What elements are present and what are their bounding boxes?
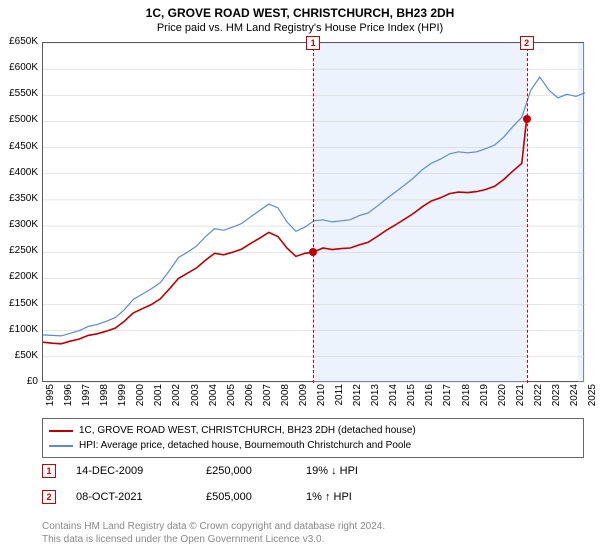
x-tick-label: 2022 xyxy=(533,384,544,414)
x-tick-label: 1998 xyxy=(99,384,110,414)
x-tick-label: 2025 xyxy=(587,384,598,414)
y-tick-label: £200K xyxy=(0,271,38,282)
x-tick-label: 2005 xyxy=(226,384,237,414)
legend-label: 1C, GROVE ROAD WEST, CHRISTCHURCH, BH23 … xyxy=(79,423,416,438)
x-tick-label: 2006 xyxy=(244,384,255,414)
y-tick-label: £500K xyxy=(0,114,38,125)
y-tick-label: £350K xyxy=(0,193,38,204)
x-tick-label: 2016 xyxy=(424,384,435,414)
chart-subtitle: Price paid vs. HM Land Registry's House … xyxy=(0,20,600,34)
x-tick-label: 2004 xyxy=(208,384,219,414)
x-tick-label: 2008 xyxy=(280,384,291,414)
legend-item: HPI: Average price, detached house, Bour… xyxy=(49,438,577,453)
x-tick-label: 2000 xyxy=(135,384,146,414)
arrow-up-icon: ↑ xyxy=(325,491,331,503)
x-tick-label: 2018 xyxy=(461,384,472,414)
x-tick-label: 1995 xyxy=(45,384,56,414)
x-tick-label: 2024 xyxy=(569,384,580,414)
x-tick-label: 2015 xyxy=(406,384,417,414)
legend-label: HPI: Average price, detached house, Bour… xyxy=(79,438,411,453)
y-tick-label: £300K xyxy=(0,219,38,230)
sale-diff: 19% ↓ HPI xyxy=(306,465,386,477)
sale-diff: 1% ↑ HPI xyxy=(306,491,386,503)
reference-marker: 2 xyxy=(520,36,534,50)
y-tick-label: £50K xyxy=(0,350,38,361)
y-tick-label: £100K xyxy=(0,324,38,335)
legend: 1C, GROVE ROAD WEST, CHRISTCHURCH, BH23 … xyxy=(42,418,584,458)
x-tick-label: 2020 xyxy=(497,384,508,414)
y-tick-label: £400K xyxy=(0,167,38,178)
x-tick-label: 2010 xyxy=(316,384,327,414)
x-tick-label: 1997 xyxy=(81,384,92,414)
reference-marker: 1 xyxy=(306,36,320,50)
sale-date: 08-OCT-2021 xyxy=(76,491,186,503)
x-tick-label: 2017 xyxy=(442,384,453,414)
sale-dot-icon xyxy=(309,248,317,256)
x-tick-label: 2014 xyxy=(388,384,399,414)
sale-date: 14-DEC-2009 xyxy=(76,465,186,477)
chart-container: 1C, GROVE ROAD WEST, CHRISTCHURCH, BH23 … xyxy=(0,0,600,560)
footer-line: Contains HM Land Registry data © Crown c… xyxy=(42,520,584,533)
y-tick-label: £0 xyxy=(0,376,38,387)
y-tick-label: £250K xyxy=(0,245,38,256)
x-tick-label: 1996 xyxy=(63,384,74,414)
legend-swatch-red xyxy=(49,430,73,432)
x-tick-label: 1999 xyxy=(117,384,128,414)
sale-marker-icon: 2 xyxy=(42,490,56,504)
sale-price: £250,000 xyxy=(206,465,286,477)
reference-line xyxy=(527,43,528,383)
plot-area: 12 xyxy=(42,42,584,382)
footer: Contains HM Land Registry data © Crown c… xyxy=(42,520,584,546)
sale-marker-icon: 1 xyxy=(42,464,56,478)
sale-price: £505,000 xyxy=(206,491,286,503)
reference-line xyxy=(313,43,314,383)
legend-swatch-blue xyxy=(49,445,73,447)
sale-dot-icon xyxy=(523,115,531,123)
y-tick-label: £150K xyxy=(0,298,38,309)
y-tick-label: £550K xyxy=(0,88,38,99)
footer-line: This data is licensed under the Open Gov… xyxy=(42,533,584,546)
x-tick-label: 2021 xyxy=(515,384,526,414)
chart-title: 1C, GROVE ROAD WEST, CHRISTCHURCH, BH23 … xyxy=(0,0,600,20)
x-tick-label: 2007 xyxy=(262,384,273,414)
x-tick-label: 2019 xyxy=(479,384,490,414)
x-tick-label: 2002 xyxy=(171,384,182,414)
x-tick-label: 2001 xyxy=(153,384,164,414)
x-tick-label: 2013 xyxy=(370,384,381,414)
x-tick-label: 2012 xyxy=(352,384,363,414)
arrow-down-icon: ↓ xyxy=(331,465,337,477)
x-tick-label: 2023 xyxy=(551,384,562,414)
y-tick-label: £450K xyxy=(0,141,38,152)
y-tick-label: £650K xyxy=(0,36,38,47)
sale-row: 1 14-DEC-2009 £250,000 19% ↓ HPI xyxy=(42,464,584,478)
sale-row: 2 08-OCT-2021 £505,000 1% ↑ HPI xyxy=(42,490,584,504)
x-tick-label: 2003 xyxy=(190,384,201,414)
y-tick-label: £600K xyxy=(0,62,38,73)
x-tick-label: 2011 xyxy=(334,384,345,414)
legend-item: 1C, GROVE ROAD WEST, CHRISTCHURCH, BH23 … xyxy=(49,423,577,438)
x-tick-label: 2009 xyxy=(298,384,309,414)
